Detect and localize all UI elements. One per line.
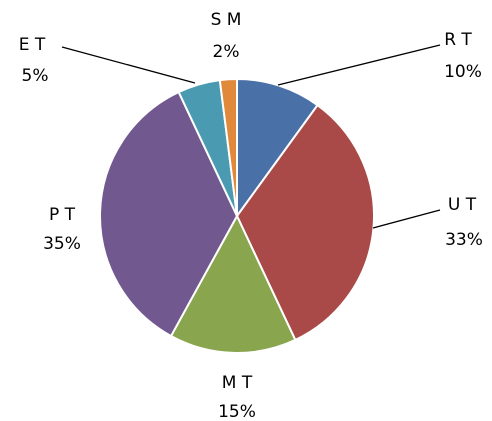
pie-slice xyxy=(169,213,297,354)
leader-line xyxy=(61,46,196,84)
slice-value: 5% xyxy=(22,66,49,86)
slice-value: 33% xyxy=(445,230,483,250)
leader-line xyxy=(372,209,441,229)
pie-slice xyxy=(218,77,238,217)
pie-slice xyxy=(99,90,239,338)
pie-slice xyxy=(236,77,319,220)
slice-label: U T xyxy=(448,195,477,215)
slice-label: P T xyxy=(49,205,76,225)
slice-value: 35% xyxy=(43,234,81,254)
slice-label: R T xyxy=(444,30,472,50)
slice-value: 15% xyxy=(218,402,256,421)
slice-value: 10% xyxy=(444,62,482,82)
slice-label: M T xyxy=(222,373,253,393)
pie-slice xyxy=(235,103,375,342)
leader-line xyxy=(277,44,441,86)
slice-label: E T xyxy=(19,35,46,55)
slice-label: S M xyxy=(211,10,242,30)
slice-value: 2% xyxy=(213,42,240,62)
